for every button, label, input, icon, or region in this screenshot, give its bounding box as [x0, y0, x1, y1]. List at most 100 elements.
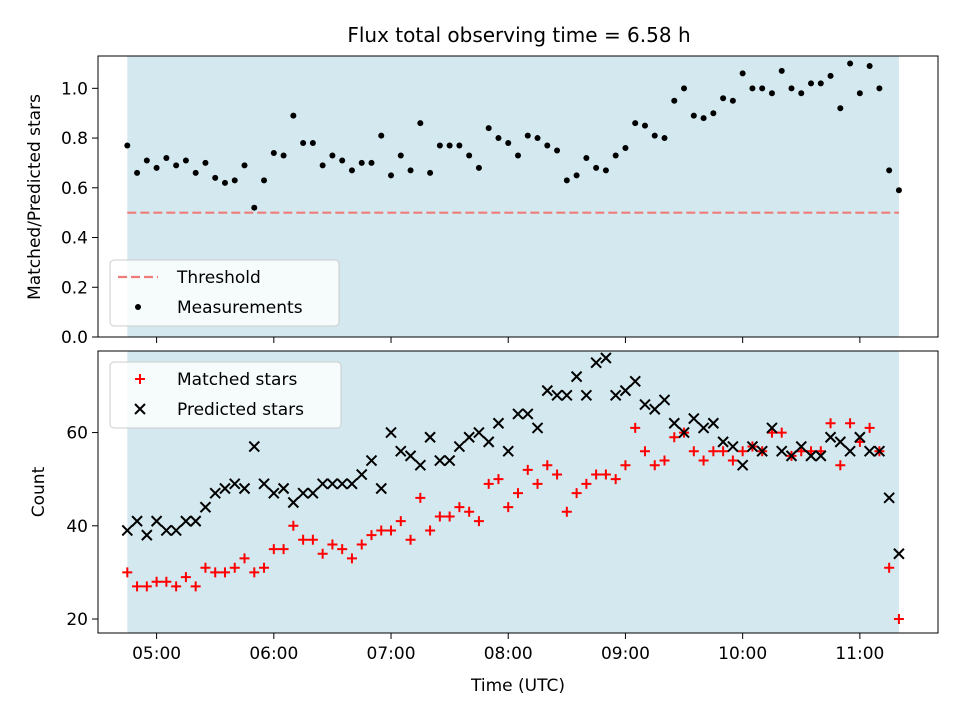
predicted-star-point: [287, 496, 300, 509]
legend-box: [109, 259, 340, 327]
predicted-star-point: [404, 450, 417, 462]
measurement-point: [221, 179, 228, 186]
matched-star-point: [835, 460, 846, 471]
matched-star-point: [337, 544, 348, 555]
matched-star-point: [639, 446, 650, 457]
y-tick-label: 40: [66, 517, 88, 537]
measurement-point: [134, 169, 141, 176]
legend-label: Predicted stars: [177, 400, 304, 420]
predicted-star-point: [668, 417, 680, 429]
predicted-star-point: [727, 440, 739, 453]
matched-star-point: [718, 446, 729, 457]
x-tick-label: 10:00: [718, 644, 767, 664]
y-tick-label: 20: [66, 610, 88, 630]
measurement-point: [602, 167, 609, 174]
legend-label: Measurements: [177, 298, 303, 318]
measurement-point: [446, 142, 453, 149]
measurement-point: [856, 90, 863, 97]
measurement-point: [329, 152, 336, 159]
matched-star-point: [473, 516, 484, 527]
matched-star-point: [278, 544, 289, 555]
measurement-point: [808, 80, 815, 87]
predicted-star-point: [785, 450, 798, 462]
measurement-point: [817, 80, 824, 87]
measurement-point: [261, 177, 268, 184]
matched-star-point: [151, 576, 162, 587]
measurement-point: [427, 169, 434, 176]
measurement-point: [573, 172, 580, 179]
predicted-star-point: [268, 487, 280, 499]
y-axis-label-count: Count: [29, 466, 49, 517]
predicted-star-point: [356, 468, 368, 481]
predicted-star-point: [453, 440, 466, 453]
y-tick-label: 0.0: [61, 328, 88, 348]
matched-star-point: [825, 418, 836, 429]
measurement-point: [300, 140, 307, 147]
legend-predicted-swatch: [134, 403, 146, 415]
matched-star-point: [591, 469, 602, 480]
measurement-point: [495, 135, 502, 142]
measurement-point: [798, 90, 805, 97]
matched-star-point: [776, 427, 787, 438]
measurement-point: [671, 97, 678, 104]
predicted-star-point: [297, 487, 309, 499]
measurement-point: [348, 167, 355, 174]
predicted-star-point: [580, 389, 593, 401]
measurement-point: [163, 154, 170, 161]
measurement-point: [720, 95, 727, 102]
predicted-star-point: [502, 445, 514, 457]
predicted-star-point: [639, 398, 651, 411]
measurement-point: [475, 164, 482, 171]
y-tick-label: 60: [66, 424, 88, 444]
measurement-point: [583, 154, 590, 161]
matched-star-point: [542, 460, 553, 471]
y-tick-label: 0.8: [61, 129, 88, 149]
predicted-star-point: [326, 478, 339, 490]
matched-star-point: [200, 562, 211, 573]
measurement-point: [524, 132, 531, 139]
predicted-star-point: [570, 370, 583, 383]
matched-star-point: [483, 478, 494, 489]
measurement-point: [534, 135, 541, 142]
measurement-point: [358, 159, 365, 166]
predicted-star-point: [805, 450, 817, 462]
predicted-star-point: [776, 445, 788, 457]
predicted-star-point: [629, 375, 641, 388]
ratio-panel: 0.0 0.2 0.4 0.6 0.8 1.0 Threshold Measurements: [61, 55, 939, 348]
measurement-point: [651, 132, 658, 139]
measurement-point: [632, 120, 639, 127]
matched-star-point: [532, 478, 543, 489]
measurement-point: [622, 145, 629, 152]
predicted-star-point: [600, 352, 612, 364]
measurement-point: [124, 142, 131, 149]
axes-frame: [97, 350, 939, 634]
predicted-star-point: [346, 478, 358, 490]
predicted-star-point: [658, 394, 671, 406]
predicted-star-point: [316, 478, 329, 490]
predicted-star-point: [824, 431, 837, 443]
matched-star-point: [630, 422, 641, 433]
measurement-point: [563, 177, 570, 184]
measurement-point: [544, 142, 551, 149]
predicted-star-point: [512, 408, 524, 420]
measurement-point: [710, 110, 717, 117]
matched-star-point: [327, 539, 338, 550]
measurement-point: [456, 142, 463, 149]
matched-star-point: [649, 460, 660, 471]
measurement-point: [876, 85, 883, 92]
matched-star-point: [180, 572, 191, 583]
predicted-star-point: [834, 436, 847, 448]
predicted-star-point: [160, 524, 173, 537]
predicted-star-point: [150, 515, 163, 527]
matched-star-point: [376, 525, 387, 536]
matched-star-point: [307, 534, 318, 545]
legend-label: Threshold: [176, 268, 261, 288]
predicted-star-point: [844, 445, 856, 457]
measurement-point: [485, 125, 492, 132]
predicted-star-point: [336, 478, 348, 490]
measurement-point: [407, 167, 414, 174]
predicted-star-point: [258, 478, 270, 490]
measurement-point: [212, 174, 219, 181]
matched-star-point: [659, 455, 670, 466]
measurement-point: [251, 204, 258, 211]
